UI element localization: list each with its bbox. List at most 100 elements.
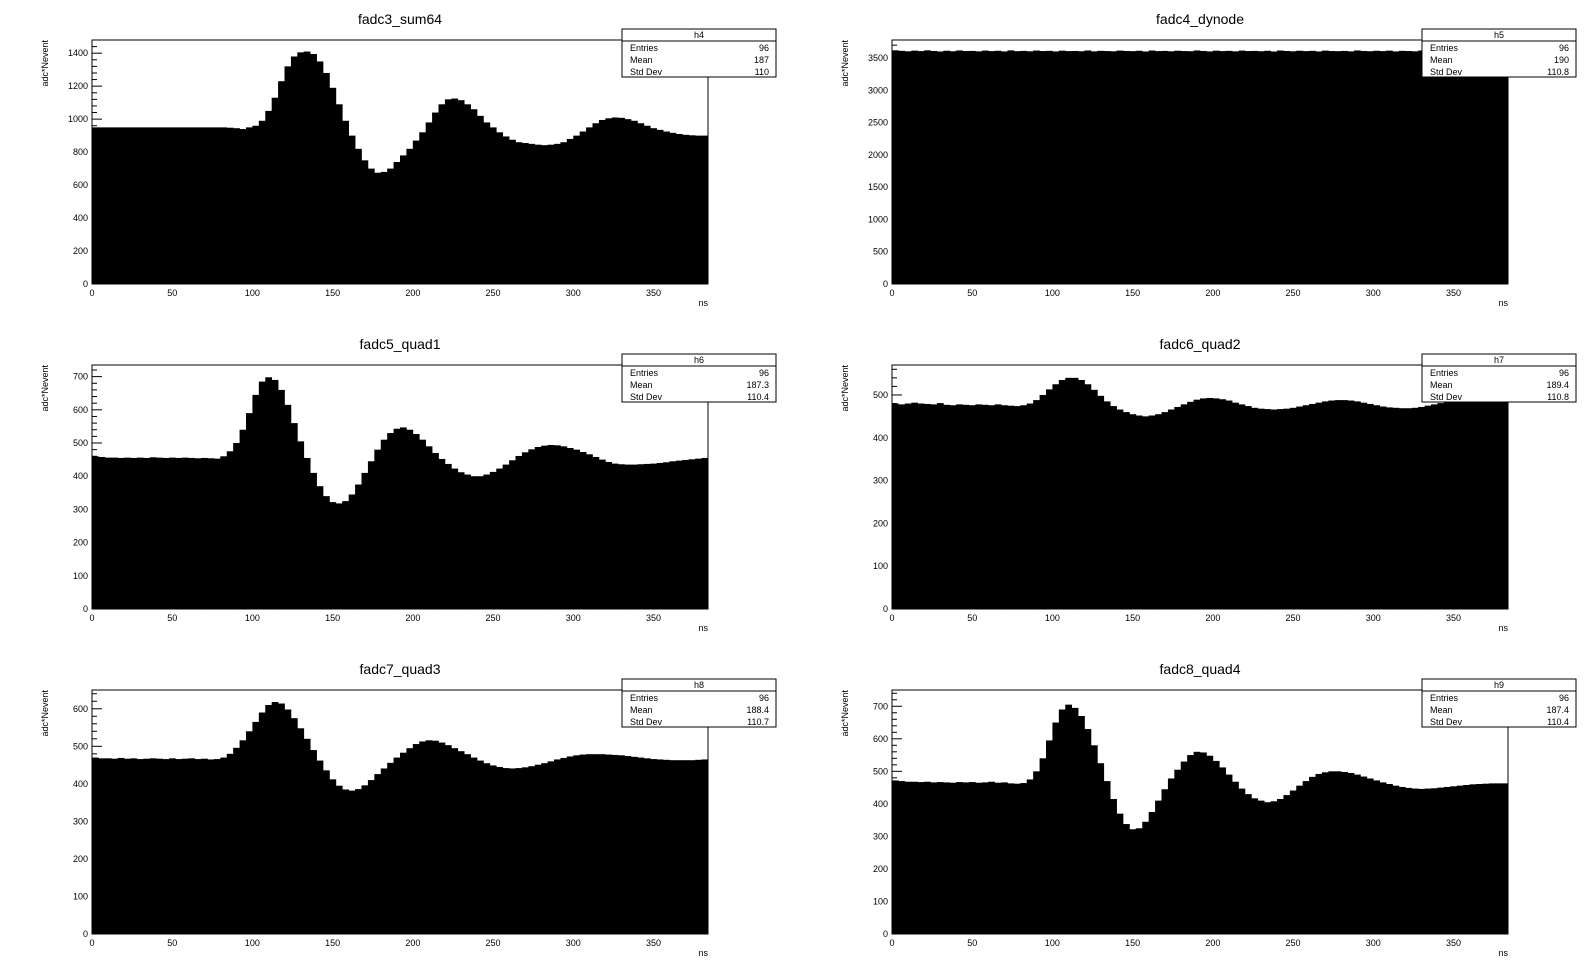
histogram-bin bbox=[1200, 398, 1207, 609]
stats-mean-value: 189.4 bbox=[1546, 380, 1569, 390]
y-tick-label: 400 bbox=[873, 799, 888, 809]
histogram-bin bbox=[1398, 408, 1406, 609]
y-tick-label: 0 bbox=[83, 929, 88, 939]
histogram-bin bbox=[361, 160, 369, 284]
histogram-bin bbox=[688, 135, 696, 284]
histogram-bin bbox=[162, 127, 170, 284]
histogram-bin bbox=[92, 127, 99, 284]
histogram-bin bbox=[98, 758, 106, 934]
histogram-bin bbox=[969, 782, 976, 934]
histogram-bin bbox=[898, 781, 906, 934]
histogram-bin bbox=[156, 758, 163, 934]
histogram-bin bbox=[611, 754, 619, 934]
histogram-bin bbox=[1180, 51, 1188, 284]
histogram-bin bbox=[911, 781, 919, 934]
histogram-bin bbox=[502, 768, 510, 934]
histogram-bin bbox=[181, 127, 189, 284]
histogram-bin bbox=[143, 758, 151, 934]
histogram-bin bbox=[290, 718, 298, 934]
stats-name: h9 bbox=[1494, 680, 1504, 690]
y-axis: 0 100 200 300 400 500 600 adc*Nevent bbox=[40, 690, 102, 939]
histogram-bin bbox=[598, 119, 606, 285]
histogram-bin bbox=[1379, 782, 1387, 934]
histogram-bin bbox=[1501, 50, 1509, 285]
x-axis-label: ns bbox=[1498, 948, 1508, 958]
histogram-bin bbox=[290, 56, 298, 284]
histogram-bin bbox=[470, 109, 478, 285]
histogram-bin bbox=[316, 486, 324, 609]
histogram-bin bbox=[1469, 399, 1477, 609]
histogram-bin bbox=[1046, 740, 1053, 934]
y-tick-label: 3500 bbox=[868, 53, 888, 63]
histogram-bars bbox=[92, 702, 709, 934]
histogram-bin bbox=[605, 461, 613, 609]
x-tick-label: 200 bbox=[1205, 938, 1220, 948]
histogram-bin bbox=[1437, 50, 1445, 284]
histogram-bin bbox=[1232, 402, 1239, 609]
stats-name: h6 bbox=[694, 355, 704, 365]
histogram-bin bbox=[1334, 400, 1342, 609]
histogram-bin bbox=[162, 457, 170, 609]
histogram-bin bbox=[1244, 406, 1252, 609]
x-axis: 0 50 100 150 200 250 300 350 ns bbox=[89, 276, 708, 308]
histogram-bin bbox=[1405, 787, 1413, 934]
y-tick-label: 300 bbox=[73, 504, 88, 514]
plot-frame bbox=[91, 39, 709, 285]
y-tick-label: 500 bbox=[873, 766, 888, 776]
histogram-bin bbox=[1366, 403, 1374, 609]
histogram-bin bbox=[271, 702, 279, 934]
stats-name: h5 bbox=[1494, 30, 1504, 40]
histogram-bin bbox=[117, 457, 125, 609]
y-tick-label: 200 bbox=[873, 864, 888, 874]
histogram-bin bbox=[1270, 409, 1278, 609]
y-tick-label: 300 bbox=[873, 831, 888, 841]
histogram-bin bbox=[1418, 50, 1425, 284]
histogram-bin bbox=[586, 754, 593, 934]
y-tick-label: 200 bbox=[73, 854, 88, 864]
x-axis: 0 50 100 150 200 250 300 350 ns bbox=[89, 601, 708, 633]
histogram-bin bbox=[226, 451, 234, 609]
histogram-bin bbox=[271, 379, 279, 609]
stats-mean-value: 188.4 bbox=[746, 705, 769, 715]
stats-mean-label: Mean bbox=[630, 55, 653, 65]
histogram-bin bbox=[1366, 778, 1374, 934]
histogram-bin bbox=[1078, 51, 1085, 285]
histogram-bin bbox=[1013, 51, 1021, 284]
histogram-bin bbox=[400, 427, 407, 609]
x-tick-label: 300 bbox=[566, 288, 581, 298]
y-tick-label: 100 bbox=[873, 896, 888, 906]
histogram-bin bbox=[611, 117, 619, 285]
histogram-bin bbox=[1424, 405, 1432, 609]
histogram-bin bbox=[1116, 409, 1124, 609]
histogram-bin bbox=[1225, 50, 1233, 285]
x-tick-label: 350 bbox=[1446, 938, 1461, 948]
histogram-bin bbox=[1110, 406, 1117, 609]
histogram-bin bbox=[1386, 784, 1393, 934]
histogram-bin bbox=[898, 404, 906, 609]
histogram-bin bbox=[1123, 412, 1130, 609]
histogram-bin bbox=[1174, 50, 1182, 284]
histogram-bin bbox=[650, 463, 658, 609]
histogram-bin bbox=[1142, 416, 1150, 609]
histogram-bin bbox=[329, 502, 337, 609]
stats-mean-label: Mean bbox=[630, 380, 653, 390]
histogram-bin bbox=[425, 740, 433, 934]
x-axis: 0 50 100 150 200 250 300 350 ns bbox=[889, 926, 1508, 958]
histogram-bin bbox=[1360, 50, 1368, 284]
histogram-bin bbox=[451, 748, 459, 934]
histogram-bin bbox=[1052, 51, 1060, 285]
histogram-bin bbox=[930, 50, 938, 284]
histogram-bin bbox=[323, 496, 330, 609]
histogram-bin bbox=[438, 742, 446, 934]
histogram-bin bbox=[1033, 400, 1040, 609]
histogram-bin bbox=[1270, 801, 1278, 934]
histogram-bin bbox=[669, 132, 677, 284]
histogram-bin bbox=[1283, 408, 1291, 609]
histogram-bin bbox=[994, 50, 1002, 284]
histogram-bin bbox=[188, 758, 196, 934]
stats-std-dev-label: Std Dev bbox=[1430, 67, 1463, 77]
y-tick-label: 1000 bbox=[68, 114, 88, 124]
histogram-panel-5: fadc7_quad3 0 50 100 150 200 250 300 350 ns 0 100 20… bbox=[40, 661, 777, 958]
histogram-bin bbox=[930, 404, 938, 609]
histogram-bin bbox=[239, 740, 247, 934]
